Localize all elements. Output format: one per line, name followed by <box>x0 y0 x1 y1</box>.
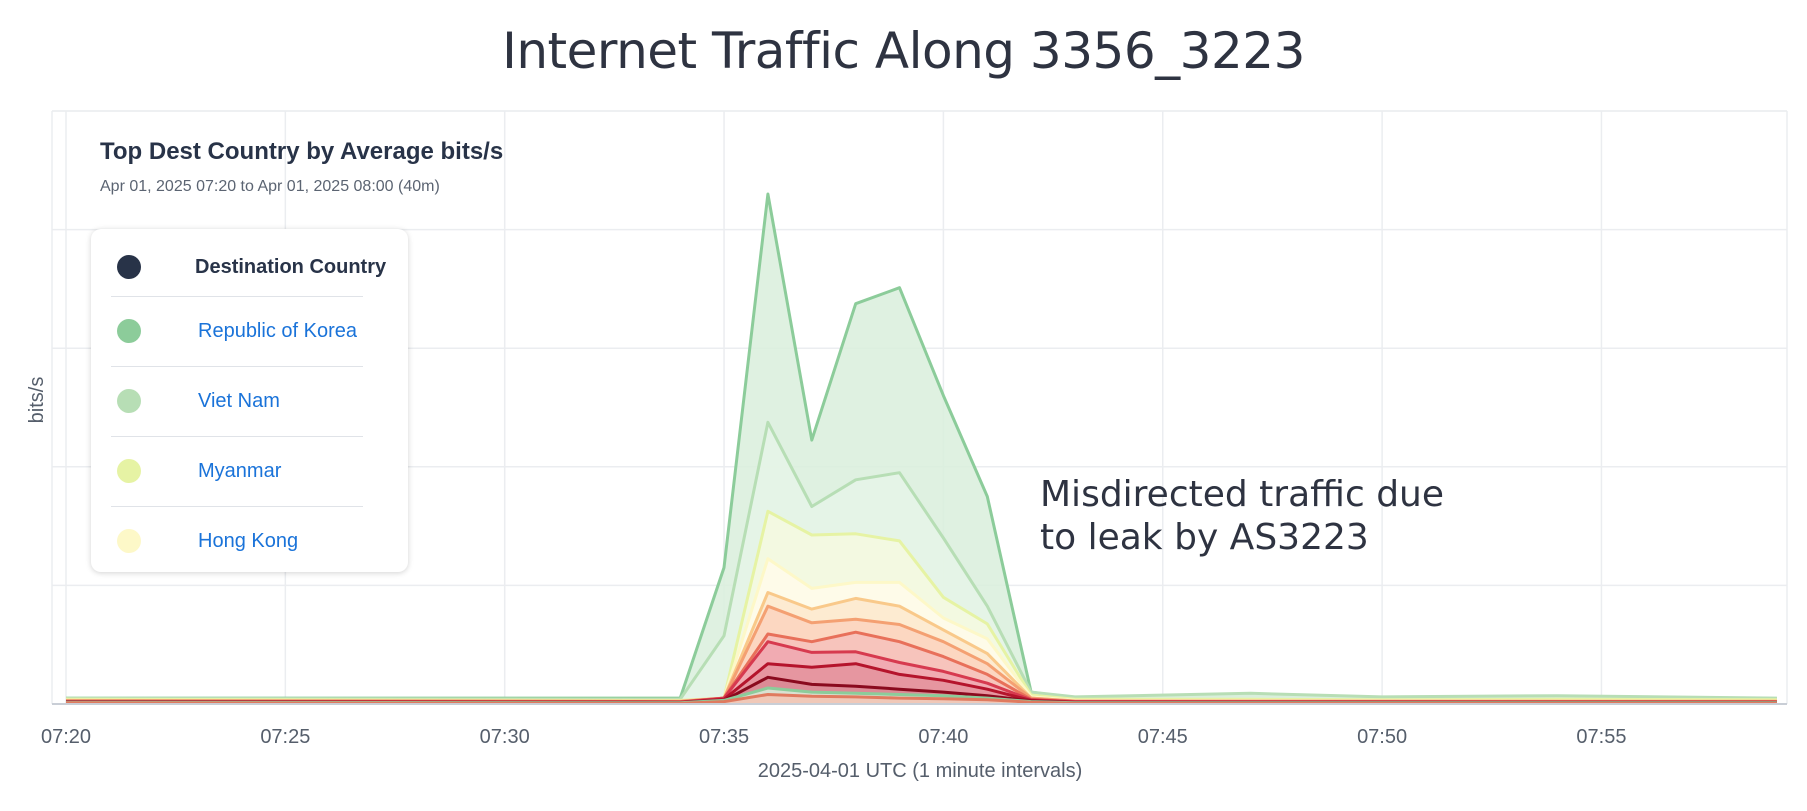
legend-item-hong-kong[interactable]: Hong Kong <box>111 511 363 571</box>
series-line-1[interactable] <box>65 420 1777 701</box>
x-tick-label: 07:30 <box>480 726 530 748</box>
legend-divider <box>111 366 363 367</box>
legend-item-myanmar[interactable]: Myanmar <box>111 441 363 501</box>
x-axis-title: 2025-04-01 UTC (1 minute intervals) <box>758 760 1083 782</box>
legend-divider <box>111 296 363 297</box>
leak-annotation: Misdirected traffic due to leak by AS322… <box>1040 474 1445 558</box>
y-axis-title: bits/s <box>26 377 48 424</box>
legend: Destination Country Republic of Korea Vi… <box>91 229 408 572</box>
legend-swatch <box>117 459 141 483</box>
legend-swatch <box>117 529 141 553</box>
legend-swatch <box>117 389 141 413</box>
legend-item-label[interactable]: Republic of Korea <box>198 320 357 342</box>
time-range-label: Apr 01, 2025 07:20 to Apr 01, 2025 08:00… <box>100 178 440 195</box>
series-area-8 <box>66 663 1777 704</box>
legend-swatch <box>117 319 141 343</box>
series-area-7 <box>66 641 1777 704</box>
x-tick-label: 07:20 <box>41 726 91 748</box>
axis-layer: 07:20 07:25 07:30 07:35 07:40 07:45 07:50 07:55… <box>26 377 1787 782</box>
legend-header[interactable]: Destination Country <box>111 237 386 297</box>
series-area-1 <box>66 422 1777 704</box>
legend-header-dot <box>117 255 141 279</box>
series-area-0 <box>66 194 1777 704</box>
x-tick-label: 07:55 <box>1576 726 1626 748</box>
legend-item-republic-of-korea[interactable]: Republic of Korea <box>111 301 363 361</box>
chart-subtitle: Top Dest Country by Average bits/s <box>100 138 504 165</box>
x-tick-label: 07:45 <box>1138 726 1188 748</box>
x-tick-label: 07:35 <box>699 726 749 748</box>
series-line-11[interactable] <box>65 693 1777 705</box>
series-layer <box>65 192 1777 705</box>
x-tick-label: 07:25 <box>260 726 310 748</box>
legend-item-label[interactable]: Hong Kong <box>198 530 299 552</box>
x-tick-label: 07:50 <box>1357 726 1407 748</box>
legend-divider <box>111 506 363 507</box>
legend-item-viet-nam[interactable]: Viet Nam <box>111 371 363 431</box>
legend-item-label[interactable]: Viet Nam <box>198 390 280 412</box>
chart-title: Internet Traffic Along 3356_3223 <box>502 22 1305 80</box>
x-tick-label: 07:40 <box>918 726 968 748</box>
legend-item-label[interactable]: Myanmar <box>198 460 282 482</box>
legend-divider <box>111 436 363 437</box>
legend-header-label: Destination Country <box>195 256 387 278</box>
